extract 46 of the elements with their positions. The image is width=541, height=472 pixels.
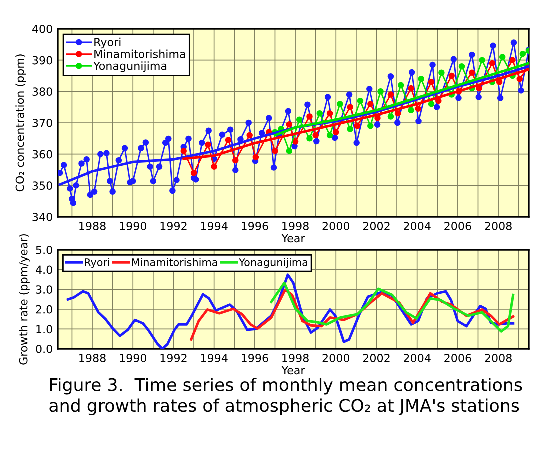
y-tick-label: 350 xyxy=(32,182,52,190)
y-tick-label: 2.0 xyxy=(36,305,52,314)
legend-label: Minamitorishima xyxy=(94,50,186,58)
x-tick-label: 1988 xyxy=(80,354,106,362)
y-tick-label: 3.0 xyxy=(36,286,52,294)
x-tick-label: 1998 xyxy=(282,354,309,362)
x-tick-label: 1996 xyxy=(242,354,268,362)
x-tick-label: 2002 xyxy=(363,354,390,362)
y-tick-label: 0.0 xyxy=(36,344,52,354)
legend-label: Yonagunijima xyxy=(94,62,167,72)
x-tick-label: 2004 xyxy=(404,354,431,362)
x-tick-label: 1992 xyxy=(160,222,187,230)
x-axis-title: Year xyxy=(282,366,306,375)
y-tick-label: 340 xyxy=(32,212,52,222)
x-tick-label: 1990 xyxy=(120,222,147,230)
x-tick-label: 2006 xyxy=(444,222,472,230)
x-tick-label: 1994 xyxy=(201,222,228,230)
x-tick-label: 2008 xyxy=(485,222,512,230)
x-tick-label: 2008 xyxy=(485,354,512,362)
legend-label: Yonagunijima xyxy=(239,258,308,268)
x-axis-title: Year xyxy=(282,234,306,243)
legend-label: Ryori xyxy=(85,258,110,268)
legend-label: Minamitorishima xyxy=(132,258,218,266)
y-axis-title: CO₂ concentration (ppm) xyxy=(16,54,26,192)
y-tick-label: 1.0 xyxy=(36,325,52,334)
y-tick-label: 370 xyxy=(32,118,52,128)
y-tick-label: 390 xyxy=(32,56,52,65)
caption: Figure 3. Time series of monthly mean concentrations and growth rates of atmospheric CO₂ at JMA's stations xyxy=(50,378,522,416)
x-tick-label: 2002 xyxy=(363,222,390,230)
x-tick-label: 1990 xyxy=(120,354,147,362)
x-tick-label: 1994 xyxy=(201,354,228,362)
x-tick-label: 2006 xyxy=(444,354,472,362)
y-tick-label: 4.0 xyxy=(36,266,52,274)
x-tick-label: 1998 xyxy=(282,222,309,230)
x-tick-label: 1996 xyxy=(242,222,268,230)
x-tick-label: 2000 xyxy=(322,222,350,230)
y-tick-label: 380 xyxy=(32,88,52,96)
y-tick-label: 400 xyxy=(32,24,52,34)
x-tick-label: 1988 xyxy=(80,222,106,230)
x-tick-label: 2004 xyxy=(404,222,431,230)
x-tick-label: 2000 xyxy=(322,354,350,362)
y-tick-label: 5.0 xyxy=(36,246,52,254)
y-tick-label: 360 xyxy=(32,150,52,159)
x-tick-label: 1992 xyxy=(160,354,187,362)
legend-label: Ryori xyxy=(94,38,121,49)
y-axis-title: Growth rate (ppm/year) xyxy=(19,234,30,365)
